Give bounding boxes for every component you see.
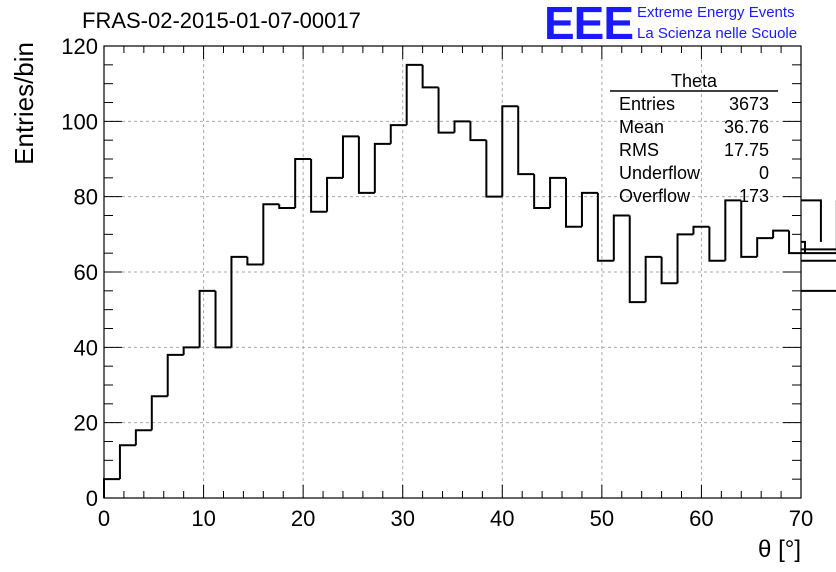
histogram-bin bbox=[708, 226, 726, 262]
histogram-bin bbox=[421, 64, 439, 89]
x-tick-label: 0 bbox=[98, 506, 110, 531]
histogram-bin bbox=[801, 259, 836, 262]
histogram-bin bbox=[692, 225, 710, 235]
stats-row-label: RMS bbox=[619, 140, 659, 160]
stats-box-title: Theta bbox=[671, 71, 718, 91]
logo-tagline-1: Extreme Energy Events bbox=[637, 4, 795, 21]
histogram-bin bbox=[262, 203, 280, 265]
histogram-bin bbox=[134, 429, 152, 446]
histogram-bin bbox=[596, 192, 614, 262]
histogram-bin bbox=[801, 199, 822, 242]
stats-row-value: 3673 bbox=[729, 94, 769, 114]
histogram-bin bbox=[198, 289, 216, 348]
stats-row-label: Overflow bbox=[619, 186, 691, 206]
histogram-bin bbox=[166, 353, 184, 397]
y-tick-label: 20 bbox=[74, 411, 98, 436]
histogram-bin bbox=[485, 140, 503, 198]
histogram-bin bbox=[437, 87, 455, 134]
histogram-bin bbox=[310, 159, 328, 213]
x-tick-label: 10 bbox=[191, 506, 215, 531]
histogram-bin bbox=[549, 176, 567, 208]
y-axis-label: Entries/bin bbox=[9, 42, 39, 165]
y-tick-label: 0 bbox=[86, 486, 98, 511]
histogram-bin bbox=[341, 135, 359, 178]
histogram-bin bbox=[182, 346, 200, 355]
histogram-bin bbox=[788, 230, 801, 255]
histogram-bin bbox=[612, 214, 630, 261]
histogram-bin bbox=[214, 290, 232, 349]
histogram-bin bbox=[453, 120, 471, 133]
histogram-bin bbox=[644, 255, 662, 303]
logo-tagline-2: La Scienza nelle Scuole bbox=[637, 25, 798, 42]
x-tick-label: 40 bbox=[490, 506, 514, 531]
histogram-bin bbox=[103, 478, 120, 498]
stats-row-value: 0 bbox=[759, 163, 769, 183]
y-tick-label: 40 bbox=[74, 335, 98, 360]
histogram-bin bbox=[389, 124, 407, 144]
histogram-bin bbox=[724, 199, 742, 261]
stats-row-label: Entries bbox=[619, 94, 675, 114]
histogram-bin bbox=[801, 289, 836, 292]
stats-row-value: 173 bbox=[739, 186, 769, 206]
x-tick-label: 50 bbox=[590, 506, 614, 531]
x-tick-label: 20 bbox=[291, 506, 315, 531]
histogram-bin bbox=[533, 174, 551, 209]
y-tick-label: 100 bbox=[61, 109, 98, 134]
histogram-bin bbox=[469, 121, 487, 142]
histogram-bin bbox=[118, 444, 136, 480]
histogram-bin bbox=[772, 229, 790, 239]
histogram-bin bbox=[801, 200, 836, 255]
x-tick-label: 60 bbox=[689, 506, 713, 531]
x-axis-label: θ [°] bbox=[758, 536, 801, 563]
histogram-bin bbox=[801, 248, 836, 251]
histogram-bin bbox=[565, 177, 582, 228]
histogram-bin bbox=[740, 200, 758, 258]
stats-row-label: Underflow bbox=[619, 163, 701, 183]
histogram-bin bbox=[278, 204, 296, 209]
histogram-bin bbox=[517, 106, 535, 176]
histogram-bin bbox=[676, 233, 694, 284]
stats-row-value: 17.75 bbox=[724, 140, 769, 160]
y-tick-label: 80 bbox=[74, 185, 98, 210]
eee-logo: EEE bbox=[544, 0, 634, 49]
histogram-bin bbox=[405, 63, 423, 126]
histogram-bin bbox=[326, 176, 343, 212]
histogram-bin bbox=[756, 237, 774, 257]
histogram-bin bbox=[373, 142, 391, 193]
y-tick-label: 60 bbox=[74, 260, 98, 285]
histogram-bin bbox=[150, 395, 168, 431]
y-tick-label: 120 bbox=[61, 34, 98, 59]
x-tick-label: 30 bbox=[390, 506, 414, 531]
stats-row-label: Mean bbox=[619, 117, 664, 137]
histogram-bin bbox=[357, 136, 375, 194]
histogram-bin bbox=[246, 256, 264, 266]
histogram-bin bbox=[660, 256, 678, 285]
stats-row-value: 36.76 bbox=[724, 117, 769, 137]
x-tick-label: 70 bbox=[789, 506, 813, 531]
histogram-bin bbox=[628, 215, 646, 304]
histogram-bin bbox=[230, 255, 248, 348]
histogram-bin bbox=[501, 105, 519, 197]
histogram-bin bbox=[580, 191, 598, 227]
run-title: FRAS-02-2015-01-07-00017 bbox=[82, 8, 361, 33]
histogram-bin bbox=[294, 158, 312, 208]
